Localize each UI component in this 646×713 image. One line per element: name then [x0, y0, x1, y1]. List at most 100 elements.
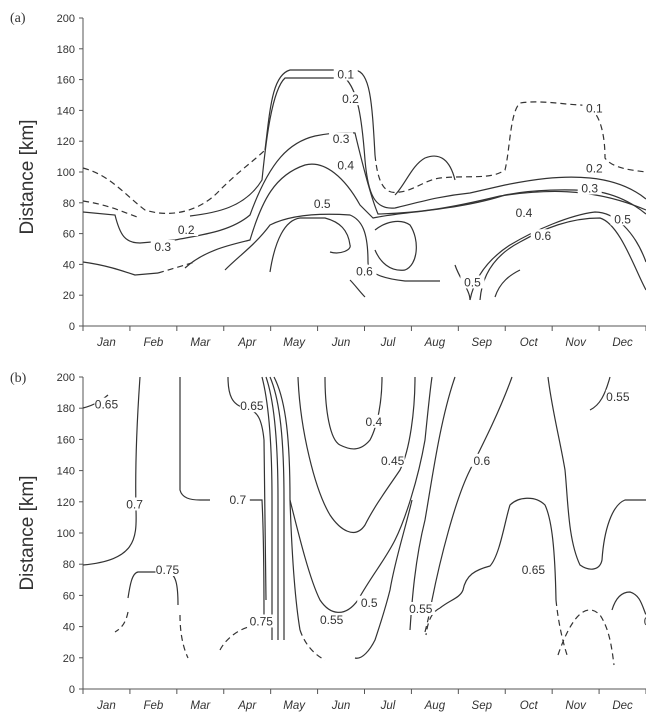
contour-label-bg	[380, 453, 405, 467]
contour-label-bg	[310, 196, 335, 210]
x-tick-label-month: Jul	[380, 700, 396, 712]
contour-value-label: 0.3	[154, 240, 171, 254]
contour-value-label: 0.4	[366, 415, 383, 429]
contour-label-bg	[408, 602, 433, 615]
contour-value-label: 0.3	[581, 181, 598, 195]
y-tick-label: 140	[57, 466, 75, 478]
contour-a-low-oct	[494, 269, 521, 298]
contour-label-bg	[530, 229, 555, 243]
contour-b-0.75-feb-dash	[114, 611, 189, 659]
contour-label-bg	[521, 563, 546, 576]
panel-b-contours	[82, 376, 646, 666]
contour-value-label: 0.6	[534, 229, 551, 243]
contour-b-0.65-sep	[439, 497, 557, 609]
contour-b-0.55-nov	[547, 376, 646, 570]
y-tick-label: 120	[57, 497, 75, 509]
panel-a-y-ticks: 0 20 40 60 80 100 120 140 160 180 200	[57, 13, 83, 333]
contour-value-label: 0.55	[409, 602, 433, 616]
contour-value-label: 0.55	[320, 613, 344, 627]
contour-label-bg	[577, 181, 602, 195]
x-tick-label-month: Apr	[237, 700, 257, 712]
contour-value-label: 0.45	[381, 454, 405, 468]
contour-a-bump-aug	[394, 155, 456, 196]
y-tick-label: 200	[57, 13, 75, 25]
panel-a-label: (a)	[10, 11, 26, 26]
panel-a-x-ticks: Jan Feb Mar Apr May Jun Jul Aug Sep Oct Nov Dec	[82, 326, 646, 349]
contour-value-label: 0.3	[333, 132, 350, 146]
y-tick-label: 180	[57, 44, 75, 56]
contour-label-bg	[319, 612, 344, 626]
contour-value-label: 0.1	[586, 101, 603, 115]
contour-b-0.55-right	[589, 376, 611, 411]
contour-b-0.75-feb	[127, 571, 179, 606]
contour-value-label: 0.7	[229, 493, 246, 507]
y-tick-label: 0	[69, 321, 75, 333]
y-tick-label: 100	[57, 528, 75, 540]
contour-label-bg	[352, 264, 377, 278]
contour-label-bg	[239, 399, 264, 413]
contour-b-0.7-mar	[179, 377, 210, 501]
contour-a-0.1-left	[82, 149, 266, 214]
y-tick-label: 140	[57, 105, 75, 117]
contour-value-label: 0.6	[473, 454, 490, 468]
x-tick-label-month: Feb	[143, 337, 163, 349]
y-tick-label: 200	[57, 372, 75, 384]
contour-value-label: 0.5	[464, 275, 481, 289]
x-tick-label-month: Oct	[520, 337, 539, 349]
contour-b-0.7-mar-right	[240, 499, 265, 621]
contour-a-0.5-lobe	[374, 220, 417, 271]
contour-label-bg	[460, 275, 485, 289]
contour-label-bg	[357, 595, 382, 609]
contour-a-0.6	[269, 217, 351, 273]
contour-b-0.55-jul-b	[409, 376, 456, 631]
panel-b-label: (b)	[10, 371, 27, 386]
x-tick-label-month: Nov	[565, 337, 587, 349]
contour-a-low-jan	[82, 261, 159, 276]
x-tick-label-month: Feb	[143, 700, 163, 712]
x-tick-label-month: Aug	[424, 700, 446, 712]
contour-label-bg	[122, 497, 147, 511]
contour-label-bg	[582, 101, 607, 115]
y-tick-label: 180	[57, 403, 75, 415]
contour-label-bg	[333, 158, 358, 172]
contour-value-label: 0.5	[614, 212, 631, 226]
contour-label-bg	[225, 492, 250, 506]
contour-label-bg	[329, 132, 354, 146]
contour-label-bg	[174, 223, 199, 237]
x-tick-label-month: Sep	[472, 700, 493, 712]
contour-b-0.5	[289, 376, 433, 613]
contour-value-label: 0.2	[342, 92, 359, 106]
contour-label-bg	[338, 92, 363, 106]
panel-b-y-ticks: 0 20 40 60 80 100 120 140 160 180 200	[57, 372, 83, 696]
x-tick-label-month: Dec	[612, 700, 633, 712]
y-tick-label: 60	[63, 590, 75, 602]
x-tick-label-month: Oct	[520, 700, 539, 712]
contour-b-0.4	[324, 376, 383, 450]
x-tick-label-month: Nov	[565, 700, 587, 712]
contour-value-label: 0.5	[361, 596, 378, 610]
y-tick-label: 20	[63, 290, 75, 302]
y-tick-label: 80	[63, 198, 75, 210]
x-tick-label-month: Dec	[612, 337, 633, 349]
contour-b-0.55-may-dash	[299, 629, 326, 661]
x-tick-label-month: May	[283, 337, 306, 349]
contour-a-0.2-left	[82, 200, 141, 219]
contour-value-label: 0.2	[178, 223, 195, 237]
contour-value-label: 0.65	[644, 614, 646, 628]
contour-label-bg	[333, 67, 358, 81]
panel-b: (b) Distance [km] 0 20 40 60 80 100 120 140 160 1…	[10, 371, 646, 712]
y-tick-label: 60	[63, 229, 75, 241]
contour-value-label: 0.2	[586, 161, 603, 175]
contour-label-bg	[643, 505, 646, 519]
contour-label-bg	[643, 614, 646, 628]
y-tick-label: 160	[57, 75, 75, 87]
contour-value-label: 0.5	[314, 197, 331, 211]
contour-b-0.75-apr	[219, 624, 263, 651]
contour-label-bg	[582, 161, 607, 175]
contour-label-bg	[150, 240, 175, 253]
contour-b-bundle-2	[265, 376, 279, 640]
y-tick-label: 80	[63, 559, 75, 571]
x-tick-label-month: Apr	[237, 337, 257, 349]
contour-value-label: 0.55	[606, 390, 630, 404]
